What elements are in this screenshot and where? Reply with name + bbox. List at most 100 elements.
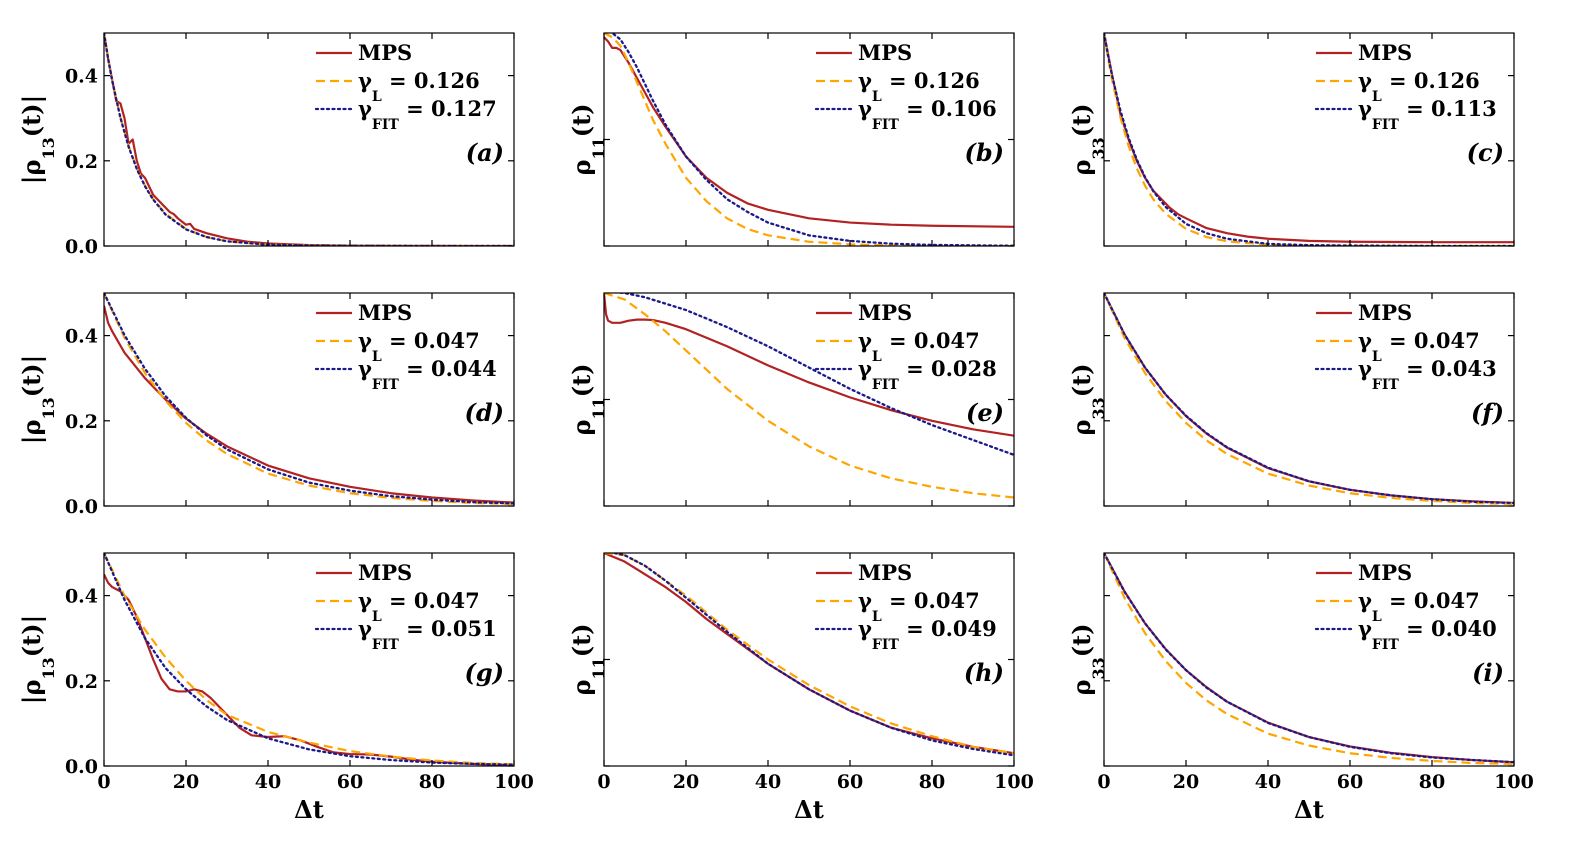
panel-h: 0 20 40 60 80 100 ρ11(t) Δt (h) MPS γL = 0.047γFIT… bbox=[567, 552, 1034, 824]
legend-label: γL = 0.047 bbox=[1358, 588, 1480, 625]
legend-label: γFIT = 0.044 bbox=[358, 356, 497, 393]
legend-label: γL = 0.047 bbox=[358, 588, 480, 625]
legend-label: γL = 0.126 bbox=[358, 68, 480, 105]
plot-frame bbox=[1103, 552, 1515, 767]
y-tick-label: 0.0 bbox=[65, 756, 98, 778]
y-tick-label: 0.4 bbox=[65, 586, 98, 608]
x-tick-label: 60 bbox=[337, 771, 363, 793]
panel-label: (c) bbox=[1467, 138, 1504, 167]
series-line-gamma-l bbox=[604, 293, 1014, 499]
y-axis-label: |ρ13(t)| bbox=[17, 615, 58, 705]
panel-label: (g) bbox=[465, 658, 505, 687]
x-axis-label: Δt bbox=[1294, 795, 1324, 824]
x-tick-label: 60 bbox=[1337, 771, 1363, 793]
series-line-gamma-fit bbox=[1104, 553, 1514, 764]
legend-label: γFIT = 0.051 bbox=[358, 616, 497, 653]
legend-label: γL = 0.047 bbox=[858, 328, 980, 365]
x-tick-label: 0 bbox=[97, 771, 110, 793]
series-line-gamma-fit bbox=[609, 33, 1014, 246]
series-line-mps bbox=[104, 305, 514, 504]
legend-label: γL = 0.047 bbox=[1358, 328, 1480, 365]
x-tick-label: 0 bbox=[1097, 771, 1110, 793]
series-line-mps bbox=[1104, 553, 1514, 764]
series-line-gamma-l bbox=[1104, 33, 1514, 246]
panel-label: (a) bbox=[466, 138, 504, 167]
series-line-mps bbox=[1104, 33, 1514, 244]
panel-i: 0 20 40 60 80 100 ρ33(t) Δt (i) MPS γL = 0.047γFIT… bbox=[1067, 552, 1534, 824]
series-line-gamma-fit bbox=[104, 33, 514, 246]
x-tick-label: 20 bbox=[173, 771, 199, 793]
x-tick-label: 80 bbox=[419, 771, 445, 793]
series-line-mps bbox=[604, 553, 1014, 755]
plot-frame bbox=[103, 552, 515, 767]
series-line-gamma-l bbox=[1104, 553, 1514, 765]
x-tick-label: 20 bbox=[673, 771, 699, 793]
legend-label: γFIT = 0.040 bbox=[1358, 616, 1497, 653]
x-tick-label: 40 bbox=[1255, 771, 1281, 793]
legend-label: γFIT = 0.113 bbox=[1358, 96, 1497, 133]
panel-label: (f) bbox=[1471, 398, 1504, 427]
series-line-gamma-fit bbox=[608, 553, 1014, 757]
series-line-gamma-fit bbox=[1104, 293, 1514, 505]
x-tick-label: 0 bbox=[597, 771, 610, 793]
y-axis-label: ρ11(t) bbox=[567, 363, 608, 435]
plot-frame bbox=[103, 32, 515, 247]
panel-label: (i) bbox=[1472, 658, 1504, 687]
y-axis-label: ρ33(t) bbox=[1067, 103, 1108, 175]
legend-label: MPS bbox=[358, 300, 412, 325]
y-tick-label: 0.2 bbox=[65, 151, 98, 173]
x-axis-label: Δt bbox=[294, 795, 324, 824]
series-line-mps bbox=[604, 293, 1014, 437]
series-line-gamma-fit bbox=[104, 293, 514, 505]
y-tick-label: 0.2 bbox=[65, 411, 98, 433]
panel-g: 0 20 40 60 80 100 0.0 0.2 0.4 |ρ13(t)| Δt (g) MPS γL … bbox=[17, 552, 534, 824]
legend-label: MPS bbox=[1358, 560, 1412, 585]
legend-label: MPS bbox=[1358, 300, 1412, 325]
y-tick-label: 0.0 bbox=[65, 496, 98, 518]
series-line-mps bbox=[604, 36, 1014, 228]
x-tick-label: 20 bbox=[1173, 771, 1199, 793]
x-tick-label: 40 bbox=[255, 771, 281, 793]
legend-label: γL = 0.047 bbox=[858, 588, 980, 625]
series-line-gamma-l bbox=[604, 553, 1014, 755]
legend-label: γFIT = 0.106 bbox=[858, 96, 997, 133]
legend-label: MPS bbox=[858, 300, 912, 325]
y-axis-label: ρ33(t) bbox=[1067, 623, 1108, 695]
plot-frame bbox=[103, 292, 515, 507]
series-line-gamma-l bbox=[104, 293, 514, 505]
y-axis-label: ρ11(t) bbox=[567, 103, 608, 175]
legend-label: γFIT = 0.043 bbox=[1358, 356, 1497, 393]
y-axis-label: ρ11(t) bbox=[567, 623, 608, 695]
x-tick-label: 100 bbox=[994, 771, 1034, 793]
legend-label: MPS bbox=[858, 560, 912, 585]
y-axis-label: ρ33(t) bbox=[1067, 363, 1108, 435]
panel-label: (b) bbox=[965, 138, 1005, 167]
y-axis-label: |ρ13(t)| bbox=[17, 95, 58, 185]
x-tick-label: 60 bbox=[837, 771, 863, 793]
plot-frame bbox=[603, 552, 1015, 767]
legend-label: MPS bbox=[358, 560, 412, 585]
legend-label: γL = 0.047 bbox=[358, 328, 480, 365]
plot-frame bbox=[603, 292, 1015, 507]
series-line-gamma-fit bbox=[1104, 33, 1514, 246]
legend-label: γFIT = 0.049 bbox=[858, 616, 997, 653]
plot-frame bbox=[1103, 32, 1515, 247]
x-axis-label: Δt bbox=[794, 795, 824, 824]
x-tick-label: 100 bbox=[494, 771, 534, 793]
panel-label: (h) bbox=[964, 658, 1004, 687]
legend-label: MPS bbox=[858, 40, 912, 65]
series-line-gamma-fit bbox=[613, 293, 1014, 457]
series-line-gamma-l bbox=[604, 33, 1014, 246]
x-tick-label: 80 bbox=[919, 771, 945, 793]
